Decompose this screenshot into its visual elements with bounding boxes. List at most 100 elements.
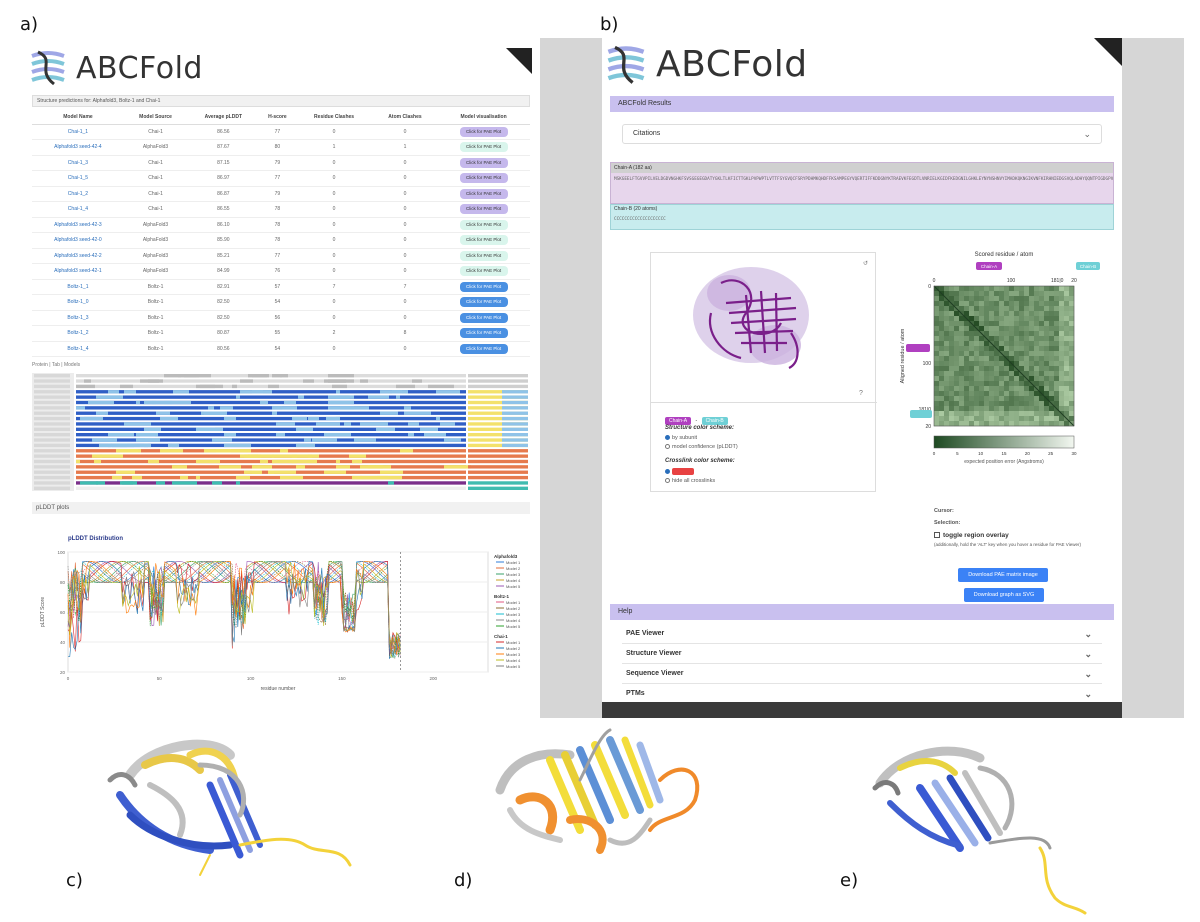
- pae-plot-button[interactable]: Click for PAE Plot: [459, 266, 508, 277]
- cell-name[interactable]: Boltz-1_1: [32, 279, 124, 295]
- column-header[interactable]: Average pLDDT: [187, 110, 260, 125]
- cell-atom: 7: [372, 279, 438, 295]
- chevron-down-icon: ⌄: [1084, 669, 1092, 679]
- pae-plot-button[interactable]: Click for PAE Plot: [459, 312, 508, 323]
- cell-name[interactable]: Alphafold3 seed-42-4: [32, 139, 124, 156]
- column-header[interactable]: Model Source: [123, 110, 188, 125]
- chain-a-sequence[interactable]: Chain-A (182 aa) MSKGEELFTGVVPILVELDGDVN…: [610, 162, 1114, 204]
- citations-accordion[interactable]: Citations ⌄: [622, 124, 1102, 144]
- pae-plot-button[interactable]: Click for PAE Plot: [459, 173, 508, 184]
- radio-hide-crosslinks[interactable]: hide all crosslinks: [665, 478, 715, 484]
- toggle-region-overlay[interactable]: toggle region overlay: [934, 532, 1009, 539]
- cell-name[interactable]: Chai-1_2: [32, 186, 124, 202]
- pae-plot-button[interactable]: Click for PAE Plot: [459, 157, 508, 168]
- pae-plot-button[interactable]: Click for PAE Plot: [459, 219, 508, 230]
- pae-tick-left: 20: [925, 424, 931, 430]
- svg-text:?: ?: [859, 390, 863, 397]
- checkbox-icon[interactable]: [934, 532, 940, 539]
- chain-b-sequence[interactable]: Chain-B (20 atoms) CCCCCCCCCCCCCCCCCCCC: [610, 204, 1114, 230]
- cell-name[interactable]: Chai-1_4: [32, 201, 124, 218]
- chain-b-chip[interactable]: Chain-B: [701, 417, 728, 425]
- legend-item: Model 4: [506, 618, 521, 623]
- scale-tick: 15: [1001, 451, 1007, 456]
- cell-name[interactable]: Alphafold3 seed-42-2: [32, 248, 124, 264]
- cell-name[interactable]: Boltz-1_3: [32, 310, 124, 326]
- pae-plot-button[interactable]: Click for PAE Plot: [459, 281, 508, 292]
- cell-name[interactable]: Alphafold3 seed-42-3: [32, 217, 124, 233]
- help-item-pae-viewer[interactable]: PAE Viewer ⌄: [622, 624, 1102, 644]
- cell-res: 0: [295, 217, 373, 233]
- help-item-ptms[interactable]: PTMs ⌄: [622, 684, 1102, 704]
- column-header[interactable]: Residue Clashes: [295, 110, 373, 125]
- cell-hscore: 54: [259, 341, 296, 357]
- legend-item: Model 1: [506, 560, 521, 565]
- structure-scheme-label: Structure color scheme:: [665, 425, 735, 431]
- table-row: Alphafold3 seed-42-4 AlphaFold3 87.67 80 1 1 C…: [32, 139, 530, 156]
- cell-name[interactable]: Alphafold3 seed-42-1: [32, 263, 124, 280]
- column-header[interactable]: H-score: [259, 110, 296, 125]
- track-label: [34, 406, 70, 410]
- cell-name[interactable]: Alphafold3 seed-42-0: [32, 232, 124, 249]
- cell-name[interactable]: Chai-1_1: [32, 124, 124, 140]
- cell-hscore: 80: [259, 139, 296, 156]
- cell-name[interactable]: Boltz-1_2: [32, 325, 124, 342]
- cell-name[interactable]: Chai-1_3: [32, 155, 124, 171]
- pae-plot-button[interactable]: Click for PAE Plot: [459, 142, 508, 153]
- cell-res: 0: [295, 310, 373, 326]
- cell-source: Chai-1: [123, 170, 188, 187]
- radio-selected-icon[interactable]: [665, 435, 670, 441]
- chevron-down-icon: ⌄: [1084, 629, 1092, 639]
- pae-plot-button[interactable]: Click for PAE Plot: [459, 343, 508, 354]
- legend-item: Model 1: [506, 600, 521, 605]
- cell-name[interactable]: Chai-1_5: [32, 170, 124, 187]
- cell-plddt: 86.87: [187, 186, 260, 202]
- column-header[interactable]: Model visualisation: [437, 110, 530, 125]
- structure-3d-view[interactable]: ↺ ?: [651, 253, 877, 403]
- cell-name[interactable]: Boltz-1_4: [32, 341, 124, 357]
- column-header[interactable]: Atom Clashes: [372, 110, 438, 125]
- pae-plot-button[interactable]: Click for PAE Plot: [459, 250, 508, 261]
- page-footer: [602, 702, 1122, 718]
- pae-plot-button[interactable]: Click for PAE Plot: [459, 126, 508, 137]
- chain-a-chip[interactable]: Chain-A: [665, 417, 692, 425]
- radio-icon[interactable]: [665, 444, 670, 450]
- pae-plot-button[interactable]: Click for PAE Plot: [459, 204, 508, 215]
- pae-plot-button[interactable]: Click for PAE Plot: [459, 297, 508, 308]
- cell-res: 0: [295, 170, 373, 187]
- cell-res: 0: [295, 263, 373, 280]
- plddt-chart[interactable]: pLDDT Distribution 0 50 100 150 200 100 80 60 40 2…: [32, 530, 532, 705]
- radio-model-confidence[interactable]: model confidence (pLDDT): [665, 444, 738, 450]
- legend-item: Model 5: [506, 624, 521, 629]
- panel-b-viewer: ABCFold ABCFold Results Citations ⌄ Chai…: [540, 38, 1184, 718]
- track-bar: [76, 406, 466, 410]
- legend-item: Model 1: [506, 640, 521, 645]
- pae-tick-top: 20: [1071, 278, 1077, 284]
- legend-item: Model 2: [506, 606, 521, 611]
- corner-ribbon-icon[interactable]: [506, 48, 532, 74]
- download-svg-button[interactable]: Download graph as SVG: [964, 588, 1044, 602]
- pae-plot-button[interactable]: Click for PAE Plot: [459, 235, 508, 246]
- abcfold-logo: ABCFold: [28, 50, 203, 86]
- radio-by-subunit[interactable]: by subunit: [665, 435, 697, 441]
- structure-viewer[interactable]: ↺ ? Chain-A - Chain-B Structure color sc…: [650, 252, 877, 492]
- sequence-alignment-view[interactable]: [32, 373, 530, 491]
- legend-item: Model 3: [506, 652, 521, 657]
- track-bar: [76, 374, 466, 378]
- cell-source: Chai-1: [123, 155, 188, 171]
- column-header[interactable]: Model Name: [32, 110, 124, 125]
- help-item-structure-viewer[interactable]: Structure Viewer ⌄: [622, 644, 1102, 664]
- radio-crosslink-red[interactable]: [665, 468, 694, 475]
- download-pae-matrix-button[interactable]: Download PAE matrix image: [958, 568, 1048, 582]
- radio-selected-icon[interactable]: [665, 469, 670, 474]
- pae-plot-button[interactable]: Click for PAE Plot: [459, 328, 508, 339]
- pae-plot-button[interactable]: Click for PAE Plot: [459, 188, 508, 199]
- gear-icon[interactable]: [1094, 38, 1122, 66]
- radio-icon[interactable]: [665, 478, 670, 484]
- help-item-sequence-viewer[interactable]: Sequence Viewer ⌄: [622, 664, 1102, 684]
- cell-name[interactable]: Boltz-1_0: [32, 294, 124, 311]
- cell-source: AlphaFold3: [123, 217, 188, 233]
- cell-res: 2: [295, 325, 373, 342]
- legend-group: Boltz-1: [494, 594, 509, 599]
- legend-group: Chai-1: [494, 634, 508, 639]
